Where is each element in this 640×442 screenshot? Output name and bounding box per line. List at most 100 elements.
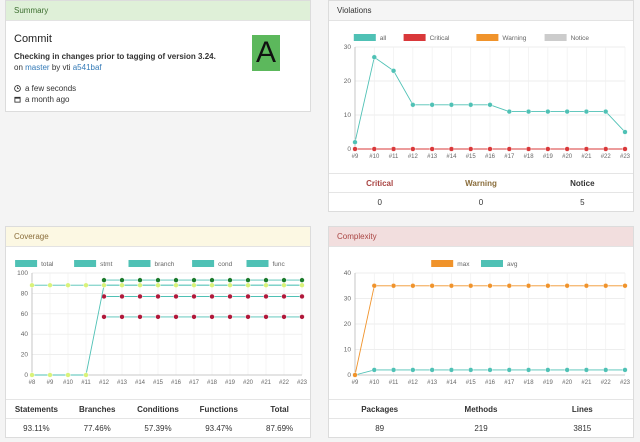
coverage-point-1-7 (155, 277, 161, 283)
coverage-point-4-0 (29, 282, 35, 288)
violations-chart: all Critical Warning Notice 0 10 20 30 #9 #10 #11 #… (344, 34, 631, 160)
coverage-point-0-11 (227, 282, 233, 288)
violations-point-1-5 (448, 146, 455, 152)
violations-ytick-2: 20 (344, 78, 352, 85)
violations-point-0-7 (487, 102, 493, 108)
complexity-point-1-13 (603, 367, 609, 373)
complexity-xtick-13: #22 (601, 380, 612, 386)
branch-link[interactable]: master (25, 63, 50, 72)
violations-xtick-12: #21 (581, 154, 592, 160)
coverage-point-2-6 (137, 293, 143, 300)
complexity-xtick-8: #17 (504, 380, 515, 386)
coverage-point-0-5 (119, 282, 125, 288)
complexity-ytick-3: 30 (344, 296, 352, 303)
complexity-point-0-11 (564, 283, 570, 289)
violations-point-1-3 (410, 146, 416, 152)
coverage-point-2-5 (119, 293, 125, 300)
complexity-stats-header: Packages Methods Lines (329, 399, 633, 419)
violations-point-0-10 (545, 108, 551, 115)
complexity-point-1-1 (371, 367, 377, 373)
coverage-chart: total stmt branch cond func 0 20 40 60 80 100 #8 #9 #… (15, 260, 308, 386)
coverage-point-4-3 (83, 282, 89, 288)
violations-legend-swatch-3 (544, 34, 567, 41)
commit-heading: Commit (14, 33, 52, 45)
complexity-point-0-10 (545, 283, 551, 289)
coverage-legend-swatch-4 (246, 260, 269, 267)
coverage-header: Coverage (6, 227, 310, 247)
complexity-xtick-3: #12 (408, 380, 419, 386)
coverage-legend-label-4: func (273, 261, 286, 268)
lines-count: 3815 (573, 424, 592, 433)
complexity-chart: max avg 0 10 20 30 40 #9 #10 #11 #12 #13 #14 #15 #16 #1… (344, 260, 631, 386)
complexity-xtick-11: #20 (562, 380, 573, 386)
coverage-xtick-8: #16 (171, 380, 182, 386)
complexity-point-0-2 (390, 283, 397, 289)
coverage-point-0-10 (209, 282, 215, 288)
complexity-point-1-11 (564, 367, 570, 373)
violations-xtick-11: #20 (562, 154, 573, 160)
coverage-stats-header: Statements Branches Conditions Functions… (6, 399, 310, 419)
violations-xtick-10: #19 (543, 154, 554, 160)
coverage-xtick-0: #8 (29, 380, 36, 386)
coverage-point-0-1 (47, 372, 53, 378)
coverage-xtick-15: #23 (297, 380, 308, 386)
coverage-point-1-8 (173, 277, 179, 283)
complexity-xtick-4: #13 (427, 380, 438, 386)
coverage-legend-label-2: branch (155, 261, 175, 268)
complexity-point-1-14 (622, 367, 628, 373)
violations-point-1-4 (429, 146, 435, 152)
coverage-xtick-3: #11 (81, 380, 91, 386)
violations-stats-values: 0 0 5 (329, 193, 633, 213)
violations-point-0-9 (525, 108, 532, 115)
coverage-point-4-2 (65, 282, 71, 288)
violations-point-1-13 (603, 146, 609, 152)
violations-point-1-0 (352, 146, 358, 152)
coverage-point-0-13 (263, 282, 269, 288)
violations-point-1-7 (487, 146, 493, 152)
complexity-ytick-0: 0 (347, 372, 351, 379)
complexity-point-1-8 (506, 367, 512, 373)
coverage-point-3-7 (155, 314, 161, 320)
complexity-legend-swatch-0 (431, 260, 454, 267)
complexity-panel: Complexity max avg 0 10 20 30 40 #9 #10 #11 #12 #13… (328, 226, 634, 438)
time-ago-row: a few seconds (14, 84, 76, 93)
coverage-point-1-15 (299, 277, 305, 283)
complexity-point-0-0 (352, 372, 358, 378)
coverage-ytick-5: 100 (17, 270, 28, 277)
coverage-point-0-7 (155, 282, 161, 288)
coverage-point-2-12 (245, 293, 251, 300)
coverage-point-3-15 (299, 314, 305, 320)
complexity-point-1-4 (429, 367, 435, 373)
violations-point-0-8 (506, 108, 512, 115)
violations-xtick-2: #11 (389, 154, 399, 160)
violations-stats-header: Critical Warning Notice (329, 173, 633, 193)
commit-hash-link[interactable]: a541baf (72, 63, 102, 72)
date-ago-row: a month ago (14, 95, 69, 104)
violations-point-0-5 (448, 102, 455, 108)
violations-xtick-13: #22 (601, 154, 612, 160)
complexity-xtick-10: #19 (543, 380, 554, 386)
statements-value: 93.11% (23, 424, 50, 433)
complexity-xtick-9: #18 (524, 380, 535, 386)
violations-point-1-14 (622, 146, 628, 152)
coverage-point-0-8 (173, 282, 179, 288)
coverage-point-0-0 (29, 372, 35, 378)
violations-xtick-5: #14 (446, 154, 457, 160)
coverage-point-1-9 (191, 277, 197, 283)
total-value: 87.69% (266, 424, 294, 433)
complexity-point-1-10 (545, 367, 551, 373)
coverage-xtick-11: #19 (225, 380, 236, 386)
coverage-xtick-1: #9 (47, 380, 54, 386)
conditions-value: 57.39% (144, 424, 172, 433)
methods-label: Methods (464, 405, 498, 414)
complexity-point-1-3 (410, 367, 416, 373)
coverage-point-2-13 (263, 293, 269, 300)
total-label: Total (270, 405, 289, 414)
violations-xtick-8: #17 (504, 154, 515, 160)
coverage-xtick-7: #15 (153, 380, 164, 386)
coverage-legend-label-3: cond (218, 261, 232, 268)
packages-label: Packages (361, 405, 399, 414)
violations-legend-label-3: Notice (571, 35, 590, 42)
clock-icon (14, 85, 21, 92)
complexity-xtick-12: #21 (581, 380, 592, 386)
